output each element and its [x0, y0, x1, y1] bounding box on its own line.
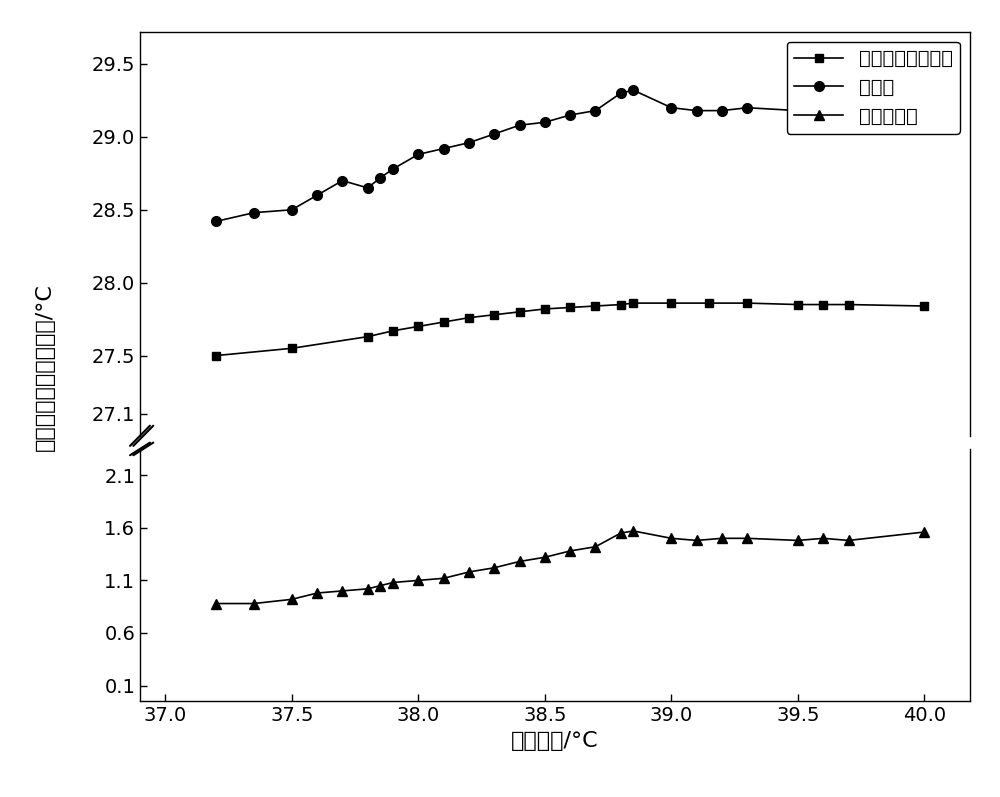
- Legend: 温度自适应智能窗, 对比窗, 温度降低值: 温度自适应智能窗, 对比窗, 温度降低值: [787, 41, 960, 134]
- X-axis label: 外界温度/°C: 外界温度/°C: [511, 731, 599, 751]
- Text: 室内温度或温度降低值/°C: 室内温度或温度降低值/°C: [35, 283, 55, 450]
